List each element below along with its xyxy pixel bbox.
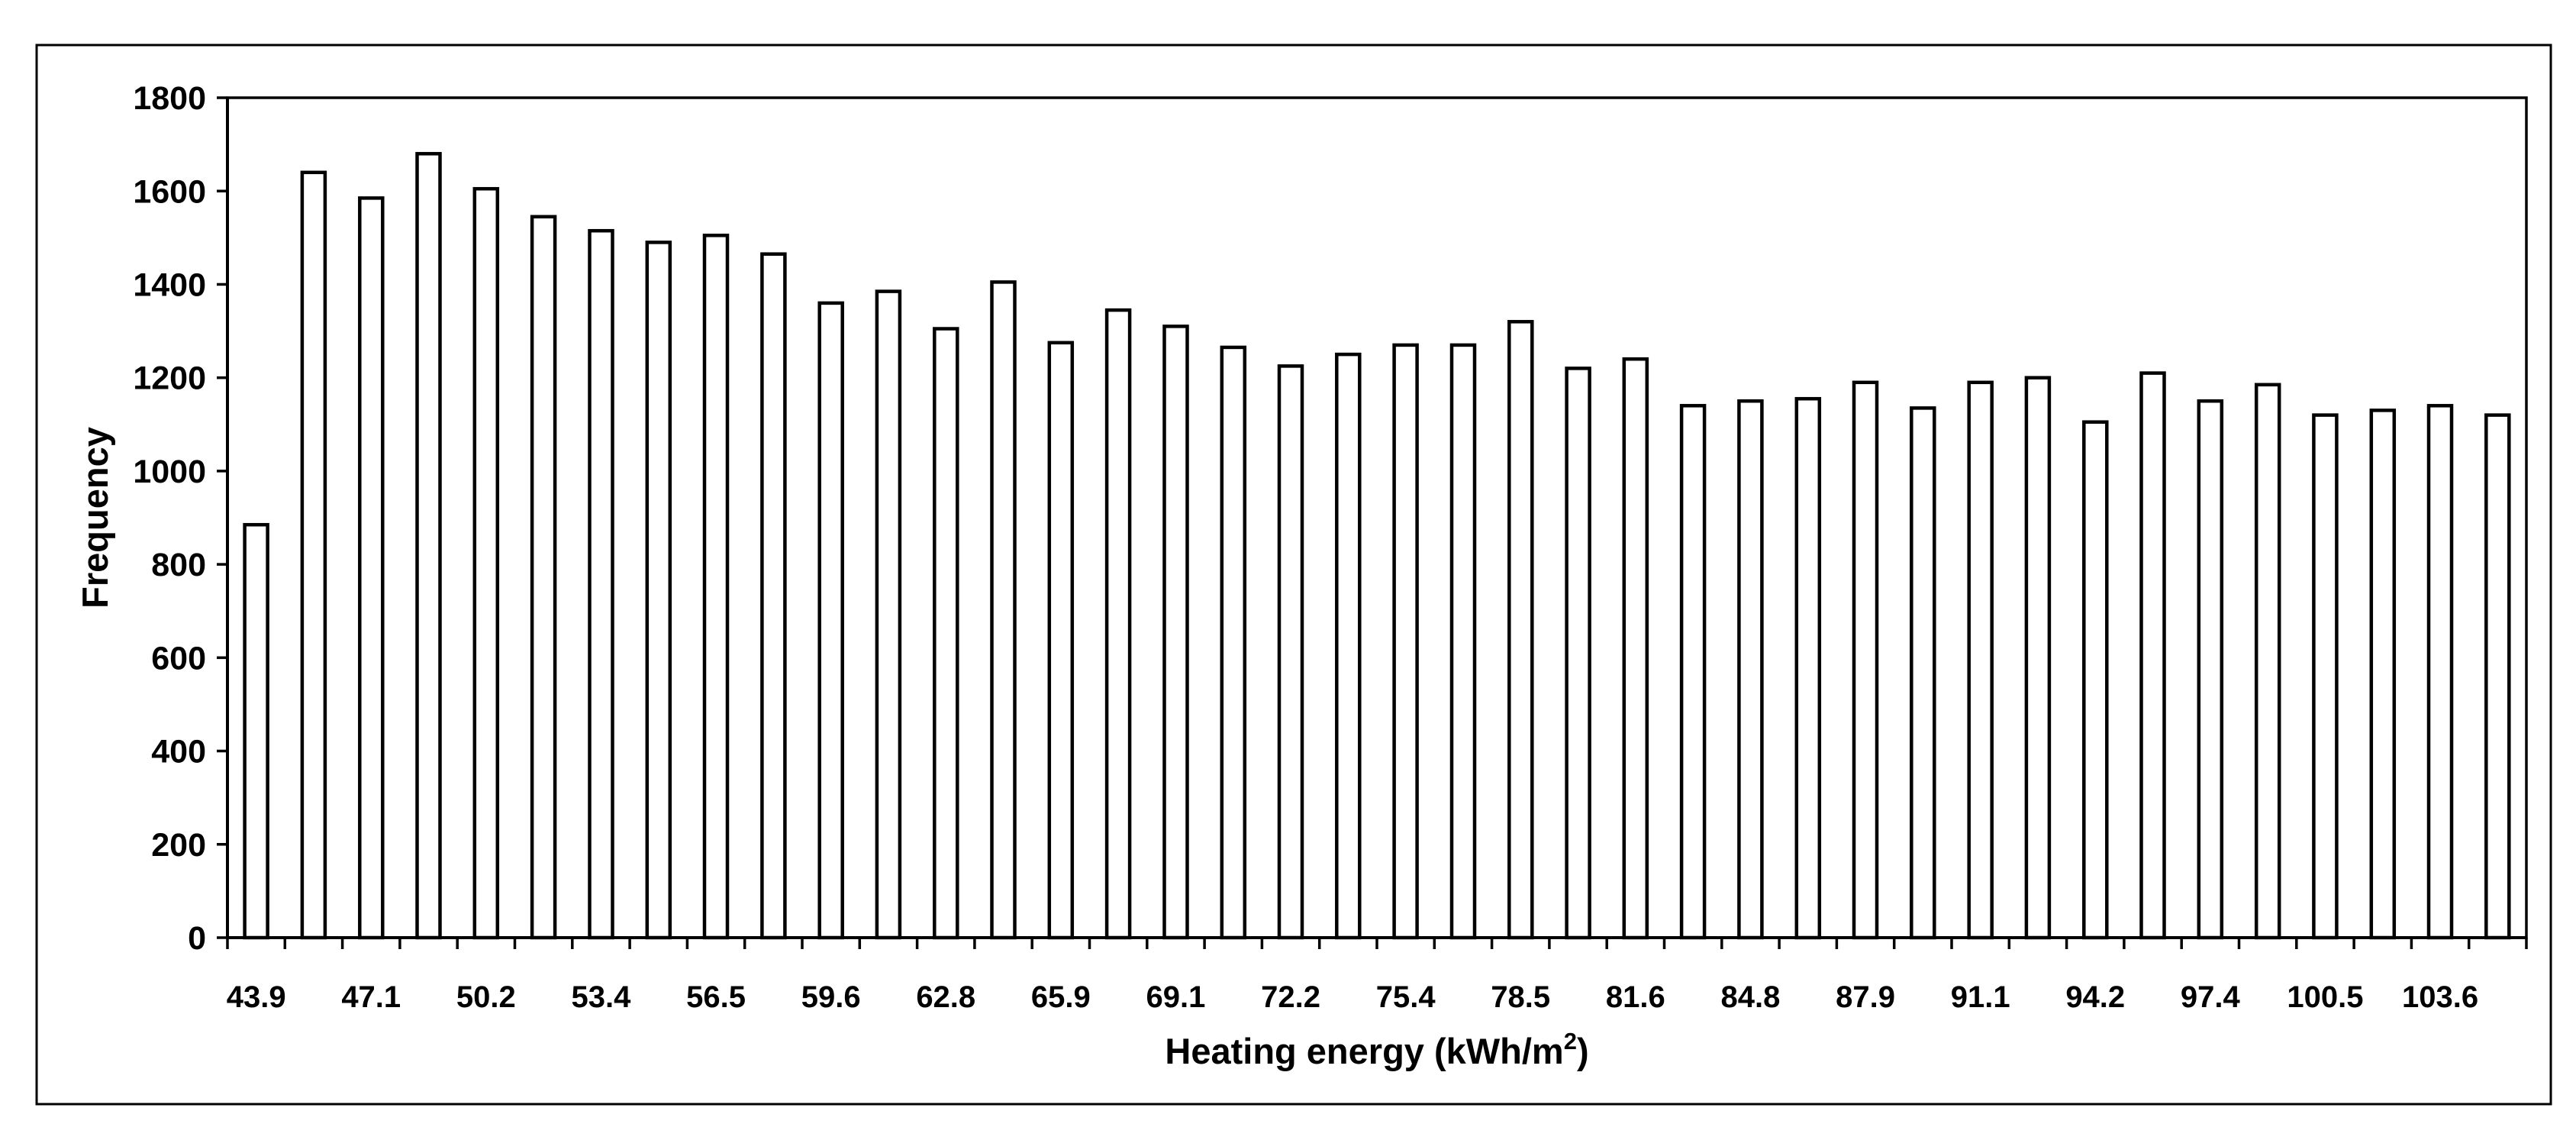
y-tick-label: 200 bbox=[151, 827, 206, 864]
chart-outer-border bbox=[35, 44, 2552, 1106]
bar bbox=[2426, 404, 2454, 940]
x-tick-label: 91.1 bbox=[1951, 980, 2010, 1014]
bar bbox=[1449, 343, 1477, 940]
y-axis-ticks bbox=[217, 96, 227, 939]
y-tick-label: 1200 bbox=[133, 360, 206, 397]
bar bbox=[1967, 380, 1994, 940]
x-tick-label: 50.2 bbox=[456, 980, 516, 1014]
bar bbox=[300, 170, 327, 940]
y-tick-label: 600 bbox=[151, 640, 206, 677]
x-tick-label: 78.5 bbox=[1491, 980, 1550, 1014]
x-tick-label: 53.4 bbox=[572, 980, 632, 1014]
bar bbox=[933, 327, 959, 940]
bar bbox=[1047, 341, 1075, 940]
y-tick-label: 1400 bbox=[133, 266, 206, 303]
bar bbox=[1392, 343, 1419, 940]
x-tick-label: 56.5 bbox=[686, 980, 746, 1014]
bar bbox=[645, 241, 672, 940]
bar bbox=[358, 196, 385, 940]
bar bbox=[2369, 409, 2397, 940]
y-tick-label: 1600 bbox=[133, 173, 206, 210]
x-tick-label: 103.6 bbox=[2402, 980, 2478, 1014]
x-tick-label: 47.1 bbox=[341, 980, 401, 1014]
bar bbox=[702, 234, 730, 940]
bar bbox=[1852, 380, 1879, 940]
x-tick-label: 62.8 bbox=[916, 980, 975, 1014]
bar bbox=[1277, 364, 1304, 940]
bar bbox=[1565, 367, 1591, 940]
x-tick-label: 43.9 bbox=[227, 980, 286, 1014]
plot-area-border bbox=[226, 96, 2528, 939]
bar bbox=[2024, 376, 2052, 940]
bar bbox=[243, 522, 269, 940]
x-axis-title: Heating energy (kWh/m2) bbox=[1165, 1028, 1588, 1071]
x-axis-ticks bbox=[226, 938, 2528, 949]
bar bbox=[1622, 357, 1649, 940]
bar bbox=[2312, 413, 2339, 940]
x-tick-label: 84.8 bbox=[1721, 980, 1781, 1014]
bar bbox=[990, 280, 1017, 940]
y-axis-title: Frequency bbox=[75, 427, 115, 609]
x-tick-label: 69.1 bbox=[1146, 980, 1206, 1014]
bar bbox=[2139, 371, 2166, 940]
y-tick-label: 1000 bbox=[133, 454, 206, 490]
y-tick-label: 0 bbox=[188, 920, 206, 957]
bar bbox=[1162, 325, 1189, 940]
bar bbox=[2254, 383, 2281, 940]
x-tick-label: 75.4 bbox=[1376, 980, 1436, 1014]
bar bbox=[1335, 352, 1362, 940]
x-tick-label: 65.9 bbox=[1031, 980, 1091, 1014]
bar bbox=[1910, 406, 1936, 940]
x-tick-label: 94.2 bbox=[2065, 980, 2125, 1014]
bar bbox=[1794, 396, 1822, 940]
y-tick-label: 400 bbox=[151, 734, 206, 770]
bar bbox=[2484, 413, 2511, 940]
bar bbox=[1104, 308, 1132, 940]
x-tick-label: 72.2 bbox=[1261, 980, 1320, 1014]
x-axis-tick-labels: 43.9 47.1 50.2 53.4 56.5 59.6 62.8 65.9 69.1 72.2… bbox=[227, 980, 2478, 1014]
bar bbox=[530, 215, 557, 940]
bar bbox=[472, 186, 500, 940]
bar bbox=[817, 301, 844, 940]
bars-group bbox=[243, 152, 2511, 940]
bar bbox=[1737, 399, 1764, 940]
y-axis-tick-labels: 0 200 400 600 800 1000 1200 1400 1600 1800 bbox=[133, 80, 206, 957]
bar bbox=[875, 289, 902, 940]
bar bbox=[2197, 399, 2224, 940]
y-tick-label: 1800 bbox=[133, 80, 206, 117]
bar bbox=[415, 152, 442, 940]
bar bbox=[1220, 345, 1247, 940]
x-tick-label: 100.5 bbox=[2287, 980, 2363, 1014]
x-tick-label: 87.9 bbox=[1836, 980, 1895, 1014]
y-tick-label: 800 bbox=[151, 547, 206, 583]
x-tick-label: 81.6 bbox=[1606, 980, 1665, 1014]
bar bbox=[1507, 320, 1534, 940]
x-tick-label: 97.4 bbox=[2181, 980, 2241, 1014]
bar bbox=[588, 228, 614, 940]
bar bbox=[760, 252, 787, 940]
x-tick-label: 59.6 bbox=[801, 980, 861, 1014]
bar bbox=[1679, 404, 1707, 940]
bar bbox=[2082, 420, 2109, 940]
